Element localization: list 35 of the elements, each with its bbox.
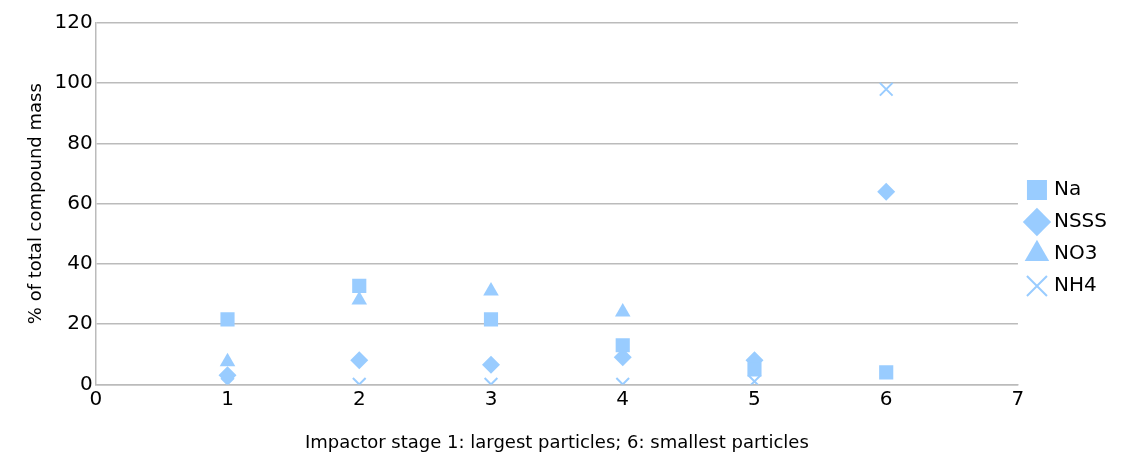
legend-label: NH4 [1053, 272, 1097, 297]
x-tick-label: 7 [1011, 385, 1025, 410]
point [351, 291, 368, 305]
y-tick-label: 120 [54, 9, 93, 34]
y-tick-label: 20 [67, 310, 93, 335]
point [352, 278, 367, 293]
point [350, 351, 369, 370]
point [483, 282, 499, 296]
x-tick-label: 4 [616, 385, 630, 410]
point [481, 355, 500, 374]
point [747, 374, 762, 385]
x-tick-label: 2 [352, 385, 366, 410]
x-axis-title: Impactor stage 1: largest particles; 6: smallest particles [304, 430, 809, 452]
point [614, 303, 631, 317]
point [878, 81, 894, 97]
y-tick-label: 100 [54, 69, 93, 94]
point [219, 352, 236, 367]
legend-label: Na [1053, 176, 1082, 201]
point [483, 312, 499, 327]
y-tick-label: 40 [67, 250, 93, 275]
point [877, 182, 896, 201]
legend-label: NSSS [1053, 208, 1107, 233]
legend-label: NO3 [1053, 240, 1098, 265]
point [747, 362, 762, 377]
x-tick-label: 6 [879, 385, 893, 410]
y-tick-label: 60 [67, 189, 93, 214]
point [218, 366, 237, 385]
x-tick-label: 5 [748, 385, 761, 410]
y-axis-title: % of total compound mass [24, 83, 46, 325]
point [615, 338, 630, 353]
point [220, 312, 235, 327]
y-tick-label: 80 [67, 129, 93, 154]
point [879, 365, 894, 380]
x-tick-label: 1 [221, 385, 234, 410]
x-tick-label: 3 [484, 385, 498, 410]
